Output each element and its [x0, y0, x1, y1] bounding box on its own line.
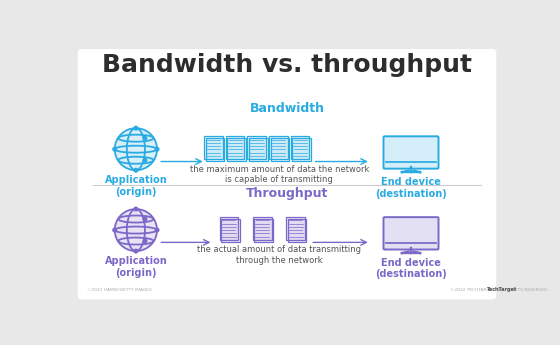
Circle shape [134, 207, 138, 211]
Circle shape [113, 228, 116, 232]
FancyBboxPatch shape [248, 136, 266, 159]
FancyBboxPatch shape [288, 218, 306, 241]
Circle shape [143, 217, 147, 221]
FancyBboxPatch shape [220, 217, 238, 240]
Text: the maximum amount of data the network
is capable of transmitting: the maximum amount of data the network i… [190, 165, 369, 184]
Text: Throughput: Throughput [246, 187, 328, 200]
FancyBboxPatch shape [221, 218, 240, 241]
Circle shape [155, 228, 159, 232]
Text: End device
(destination): End device (destination) [375, 258, 447, 279]
Text: End device
(destination): End device (destination) [375, 177, 447, 198]
Circle shape [143, 158, 147, 162]
Circle shape [134, 168, 138, 172]
Circle shape [113, 147, 116, 151]
FancyBboxPatch shape [254, 218, 273, 241]
FancyBboxPatch shape [292, 138, 311, 161]
Text: ©2022 HAMID/GETTY IMAGES: ©2022 HAMID/GETTY IMAGES [87, 288, 152, 292]
Text: Application
(origin): Application (origin) [105, 175, 167, 197]
FancyBboxPatch shape [286, 217, 305, 240]
Circle shape [155, 147, 159, 151]
Text: the actual amount of data transmitting
through the network: the actual amount of data transmitting t… [197, 245, 361, 265]
FancyBboxPatch shape [253, 217, 272, 240]
FancyBboxPatch shape [384, 217, 438, 249]
FancyBboxPatch shape [78, 49, 496, 299]
FancyBboxPatch shape [291, 136, 310, 159]
Circle shape [134, 249, 138, 253]
FancyBboxPatch shape [249, 138, 268, 161]
FancyBboxPatch shape [227, 138, 246, 161]
FancyBboxPatch shape [226, 136, 244, 159]
Ellipse shape [115, 209, 157, 251]
Text: ©2022 TECHTARGET. ALL RIGHTS RESERVED.: ©2022 TECHTARGET. ALL RIGHTS RESERVED. [450, 288, 548, 292]
Text: Bandwidth: Bandwidth [250, 102, 324, 115]
Text: TechTarget: TechTarget [487, 287, 517, 292]
FancyBboxPatch shape [206, 138, 224, 161]
Circle shape [143, 239, 147, 243]
FancyBboxPatch shape [269, 136, 288, 159]
Circle shape [143, 136, 147, 140]
Ellipse shape [115, 128, 157, 170]
FancyBboxPatch shape [270, 138, 290, 161]
Text: Bandwidth vs. throughput: Bandwidth vs. throughput [102, 53, 472, 77]
FancyBboxPatch shape [204, 136, 223, 159]
FancyBboxPatch shape [384, 136, 438, 169]
Circle shape [134, 126, 138, 130]
Text: Application
(origin): Application (origin) [105, 256, 167, 278]
